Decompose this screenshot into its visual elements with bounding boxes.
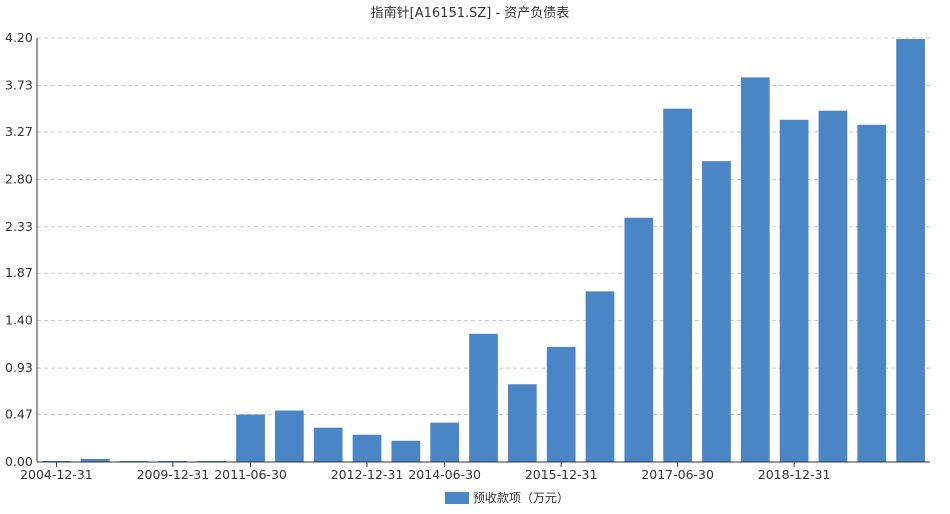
x-tick-label: 2011-06-30 [214,467,287,482]
bar[interactable] [391,440,421,462]
bar[interactable] [42,460,71,462]
bar[interactable] [896,39,925,463]
x-tick-label: 2017-06-30 [641,467,714,482]
y-tick-label: 0.00 [5,454,33,469]
y-tick-label: 0.93 [5,360,33,375]
y-tick-label: 4.20 [5,30,33,45]
bar[interactable] [779,119,809,463]
y-tick-label: 1.87 [5,265,33,280]
chart-title: 指南针[A16151.SZ] - 资产负债表 [371,5,570,21]
y-tick-label: 3.73 [5,77,33,92]
legend-label: 预收款项（万元） [473,491,569,505]
x-tick-label: 2012-12-31 [331,467,404,482]
bar-series [42,39,925,463]
bar[interactable] [624,217,654,462]
bar[interactable] [158,460,188,462]
x-tick-label: 2004-12-31 [20,467,93,482]
x-tick-label: 2014-06-30 [408,467,481,482]
bar[interactable] [857,124,887,463]
legend-swatch [445,492,469,504]
bar[interactable] [507,384,537,462]
bar[interactable] [352,434,382,462]
y-tick-label: 0.47 [5,407,33,422]
x-axis-ticks: 2004-12-31 2009-12-31 2011-06-30 2012-12-31… [20,462,830,482]
legend[interactable]: 预收款项（万元） [445,491,569,505]
bar[interactable] [197,460,227,462]
x-tick-label: 2018-12-31 [758,467,831,482]
y-tick-label: 3.27 [5,124,33,139]
bar[interactable] [585,291,615,462]
bar[interactable] [469,333,498,462]
y-tick-label: 1.40 [5,313,33,328]
bar[interactable] [663,108,692,463]
y-tick-label: 2.80 [5,171,33,186]
bar[interactable] [80,458,110,462]
x-tick-label: 2015-12-31 [525,467,598,482]
bar[interactable] [275,410,304,462]
bar[interactable] [740,77,770,462]
bar[interactable] [430,422,460,462]
bar[interactable] [546,346,576,462]
y-axis-ticks: 0.00 0.47 0.93 1.40 1.87 2.33 2.80 3.27 3.73 4.20 [5,30,33,469]
x-tick-label: 2009-12-31 [137,467,210,482]
bar[interactable] [119,460,149,462]
y-tick-label: 2.33 [5,219,33,234]
bar[interactable] [313,427,343,462]
bar[interactable] [702,161,731,462]
bar[interactable] [236,414,265,462]
bar[interactable] [818,110,848,462]
